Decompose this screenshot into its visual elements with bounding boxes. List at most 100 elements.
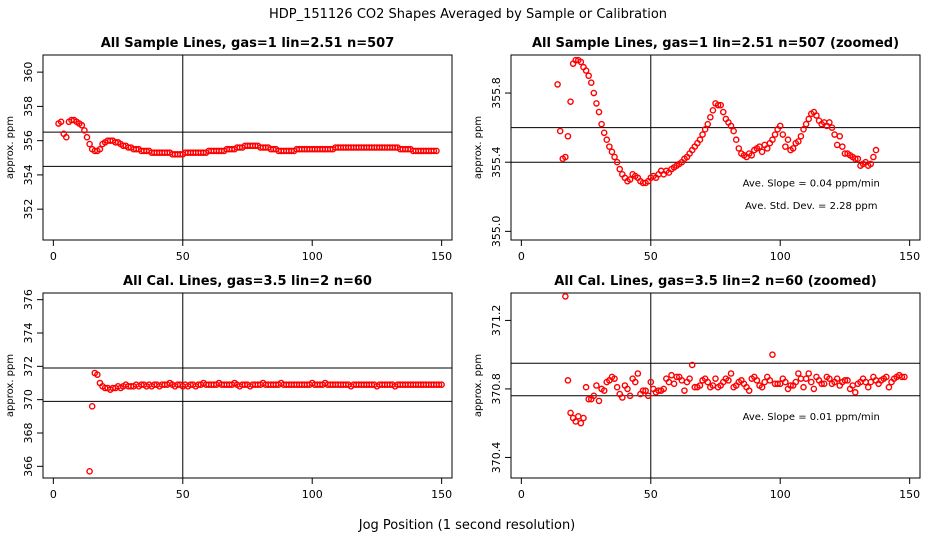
panel-4-point — [810, 385, 818, 393]
panel-2-point — [603, 136, 611, 144]
panel-2-title: All Sample Lines, gas=1 lin=2.51 n=507 (… — [532, 36, 899, 51]
panel-2-point — [795, 138, 802, 145]
panel-1-point — [78, 121, 86, 129]
panel-2-point — [813, 112, 820, 119]
panel-4-point — [564, 377, 572, 384]
panel-4-point — [585, 395, 592, 403]
panel-2-ytick-label: 355.4 — [490, 146, 503, 178]
panel-2-ylabel: approx. ppm — [473, 116, 484, 179]
panel-4-point — [805, 370, 812, 377]
panel-4-point — [647, 378, 655, 386]
panel-2-point — [730, 127, 737, 135]
panel-2-frame — [510, 54, 921, 241]
panel-4-point — [575, 413, 582, 420]
panel-1-point — [62, 133, 70, 141]
panel-2-point — [872, 146, 880, 154]
panel-1-point — [430, 147, 438, 155]
panel-4-point — [688, 361, 696, 369]
panel-4-point — [766, 377, 774, 384]
panel-2-point — [701, 126, 709, 133]
panel-2-point — [717, 101, 724, 109]
panel-2-point — [776, 122, 784, 130]
panel-4-point — [758, 383, 766, 391]
panel-4-point — [660, 385, 668, 393]
panel-2-xtick-label: 100 — [770, 250, 791, 263]
panel-2-point — [826, 119, 833, 126]
panel-3-ytick-label: 372 — [22, 356, 35, 377]
panel-2-point — [714, 101, 722, 109]
panel-2-point — [577, 58, 585, 66]
panel-2-point — [606, 143, 613, 150]
panel-3: All Cal. Lines, gas=3.5 lin=2 n=60 0 50 100… — [5, 274, 453, 501]
panel-4-point — [787, 382, 794, 389]
panel-1-points — [55, 116, 440, 158]
panel-1-title: All Sample Lines, gas=1 lin=2.51 n=507 — [101, 36, 395, 51]
panel-3-xtick-label: 100 — [302, 488, 323, 501]
panel-1-ytick-label: 360 — [22, 62, 35, 83]
panel-2-point — [587, 79, 595, 86]
panel-2-point — [779, 131, 787, 138]
panel-2-point — [699, 131, 706, 138]
panel-4: All Cal. Lines, gas=3.5 lin=2 n=60 (zoom… — [473, 274, 921, 501]
figure-title: HDP_151126 CO2 Shapes Averaged by Sample… — [269, 7, 667, 22]
panel-4-point — [577, 419, 585, 427]
panel-4-point — [686, 375, 693, 382]
panel-2-point — [769, 136, 776, 144]
panel-1-point — [81, 127, 88, 134]
panel-2-point — [719, 108, 727, 116]
panel-1-point — [96, 145, 104, 153]
panel-3-ytick-label: 376 — [22, 289, 35, 310]
panel-4-point — [600, 387, 608, 394]
panel-2-point — [763, 145, 771, 152]
panel-3-title: All Cal. Lines, gas=3.5 lin=2 n=60 — [123, 274, 372, 289]
panel-4-point — [696, 382, 704, 389]
panel-1-xtick-label: 100 — [302, 250, 323, 263]
panel-2-point — [839, 143, 846, 150]
panel-2-point — [608, 148, 616, 156]
panel-4-point — [712, 375, 719, 382]
panel-4-xtick-label: 0 — [518, 488, 525, 501]
panel-3-xtick-label: 0 — [50, 488, 57, 501]
panel-4-point — [841, 377, 849, 384]
panel-2-point — [626, 176, 634, 183]
panel-1-ytick-label: 356 — [22, 130, 35, 151]
panel-2-point — [600, 129, 608, 137]
panel-2-xtick-label: 150 — [899, 250, 920, 263]
panel-2-point — [556, 127, 564, 135]
panel-4-point — [595, 397, 603, 405]
panel-4-title: All Cal. Lines, gas=3.5 lin=2 n=60 (zoom… — [554, 274, 876, 289]
panel-2-point — [554, 81, 561, 88]
panel-4-point — [797, 375, 805, 382]
panel-2-point — [851, 155, 859, 163]
panel-2-points — [554, 56, 880, 187]
panel-4-ytick-label: 371.2 — [490, 305, 503, 337]
panel-4-point — [820, 380, 828, 388]
panel-4-xtick-label: 50 — [644, 488, 658, 501]
panel-4-point — [800, 383, 807, 391]
panel-4-point — [901, 373, 908, 381]
panel-4-point — [867, 378, 875, 386]
panel-2-point — [748, 151, 756, 159]
panel-4-point — [883, 373, 890, 381]
panel-4-point — [792, 378, 800, 386]
panel-4-point — [562, 293, 569, 300]
panel-1-point — [433, 147, 440, 155]
panel-4-point — [639, 387, 647, 394]
panel-4-point — [670, 380, 678, 388]
panel-2-point — [789, 145, 797, 152]
panel-4-point — [885, 383, 893, 391]
panel-4-frame — [510, 292, 921, 479]
panel-2-point — [593, 100, 600, 107]
panel-4-point — [593, 382, 600, 389]
panel-4-point — [668, 371, 675, 379]
panel-4-point — [642, 387, 649, 394]
panel-4-point — [818, 380, 825, 388]
panel-1-frame — [42, 54, 453, 241]
panel-4-point — [634, 370, 642, 377]
panel-2-xtick-label: 50 — [644, 250, 658, 263]
panel-2-point — [784, 136, 792, 144]
panel-3-ytick-label: 374 — [22, 323, 35, 344]
panel-4-point — [753, 377, 761, 384]
panel-2-point — [805, 115, 812, 123]
